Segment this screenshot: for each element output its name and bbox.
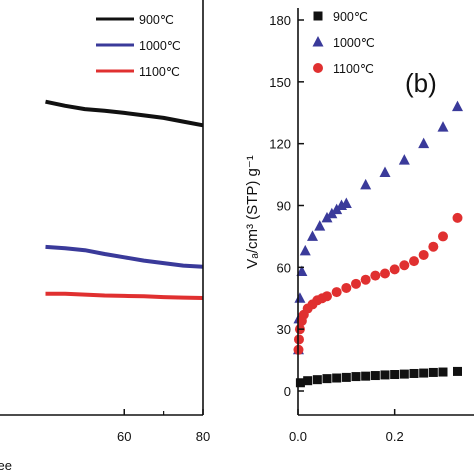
panel-b-x-tick-label: 0.2 <box>386 429 404 444</box>
panel-b-point-2 <box>380 268 390 279</box>
panel-b-point-0 <box>399 369 409 379</box>
panel-b-point-0 <box>419 368 429 378</box>
panel-b-y-tick-label: 150 <box>269 75 291 90</box>
panel-b-point-2 <box>341 282 352 293</box>
panel-a-series-line-2 <box>45 291 204 300</box>
panel-b-point-1 <box>379 166 391 178</box>
panel-b-point-2 <box>322 291 332 302</box>
panel-b-y-tick-label: 60 <box>277 260 291 275</box>
panel-b-point-0 <box>428 367 438 377</box>
panel-b-point-1 <box>437 121 449 132</box>
panel-b-point-2 <box>389 264 400 275</box>
panel-a-series <box>45 99 204 300</box>
panel-b-point-0 <box>322 374 332 384</box>
panel-a-legend-label: 1100℃ <box>139 65 180 79</box>
panel-b-legend-label: 1000℃ <box>333 36 375 50</box>
panel-b-point-1 <box>418 137 430 149</box>
panel-b-legend-marker <box>313 63 323 73</box>
panel-b-point-0 <box>370 371 380 381</box>
panel-b-point-1 <box>299 244 311 256</box>
panel-b-point-2 <box>409 256 419 267</box>
panel-b-legend: 900℃ 1000℃ 1100℃ <box>312 10 375 76</box>
panel-b-point-1 <box>314 220 326 231</box>
panel-b-y-tick-label: 180 <box>269 13 291 28</box>
panel-b-point-0 <box>453 366 462 376</box>
panel-b-y-tick-label: 30 <box>277 322 291 337</box>
panel-a-x-tick-label: 60 <box>117 429 131 444</box>
panel-b-series <box>292 100 463 388</box>
panel-b-point-2 <box>370 270 381 281</box>
panel-a-x-tick-label: 80 <box>196 429 210 444</box>
panel-b-legend-label: 1100℃ <box>333 62 374 76</box>
panel-b-point-1 <box>360 178 372 190</box>
panel-b-y-axis-label: Vₐ/cm³ (STP) g⁻¹ <box>244 155 261 269</box>
panel-b-point-1 <box>340 197 352 208</box>
panel-a-x-ticks: 60 80 <box>117 409 210 444</box>
panel-b-point-2 <box>360 274 371 285</box>
panel-b-point-2 <box>452 212 463 223</box>
panel-b-point-0 <box>332 373 342 383</box>
panel-b-point-0 <box>390 370 400 380</box>
panel-b-legend-marker <box>312 36 324 47</box>
panel-b-point-1 <box>398 154 410 165</box>
panel-b-point-0 <box>303 376 313 386</box>
panel-b-point-0 <box>361 371 371 381</box>
panel-a-legend-label: 900℃ <box>139 13 174 27</box>
panel-b-point-2 <box>351 278 361 289</box>
panel-b-y-tick-label: 0 <box>284 384 291 399</box>
panel-b: 0 30 60 90 120 150 180 0.0 0.2 Vₐ/cm³ (STP) g⁻¹… <box>244 8 474 444</box>
panel-b-point-0 <box>312 375 322 385</box>
panel-b-label: (b) <box>405 68 437 98</box>
panel-b-y-tick-label: 120 <box>269 137 291 152</box>
panel-b-point-2 <box>438 231 448 242</box>
panel-b-point-1 <box>307 230 318 241</box>
panel-b-point-1 <box>452 100 463 112</box>
panel-b-point-0 <box>351 372 361 382</box>
panel-b-legend-marker <box>313 11 323 21</box>
panel-b-point-0 <box>341 372 351 382</box>
panel-b-point-1 <box>294 292 306 303</box>
panel-b-legend-label: 900℃ <box>333 10 368 24</box>
panel-a-series-line-1 <box>45 244 204 269</box>
panel-b-point-0 <box>295 378 305 388</box>
panel-a-series-line-0 <box>45 99 204 128</box>
panel-a-legend: 900℃ 1000℃ 1100℃ <box>96 13 181 79</box>
panel-b-point-2 <box>428 241 439 252</box>
panel-b-y-ticks: 0 30 60 90 120 150 180 <box>269 13 304 399</box>
panel-b-point-0 <box>438 367 448 377</box>
panel-b-point-0 <box>380 370 390 380</box>
panel-b-point-2 <box>418 249 429 260</box>
panel-a-x-axis-label: ee <box>0 458 12 473</box>
panel-b-point-0 <box>409 368 419 378</box>
panel-b-point-2 <box>331 287 342 298</box>
panel-b-x-ticks: 0.0 0.2 <box>289 409 404 444</box>
panel-b-x-tick-label: 0.0 <box>289 429 307 444</box>
panel-b-point-1 <box>296 265 308 276</box>
panel-a: 60 80 ee 900℃ 1000℃ 1100℃ <box>0 0 210 473</box>
panel-b-point-2 <box>399 260 410 271</box>
panel-b-point-2 <box>293 334 304 345</box>
panel-a-legend-label: 1000℃ <box>139 39 181 53</box>
panel-b-y-tick-label: 90 <box>277 199 291 214</box>
